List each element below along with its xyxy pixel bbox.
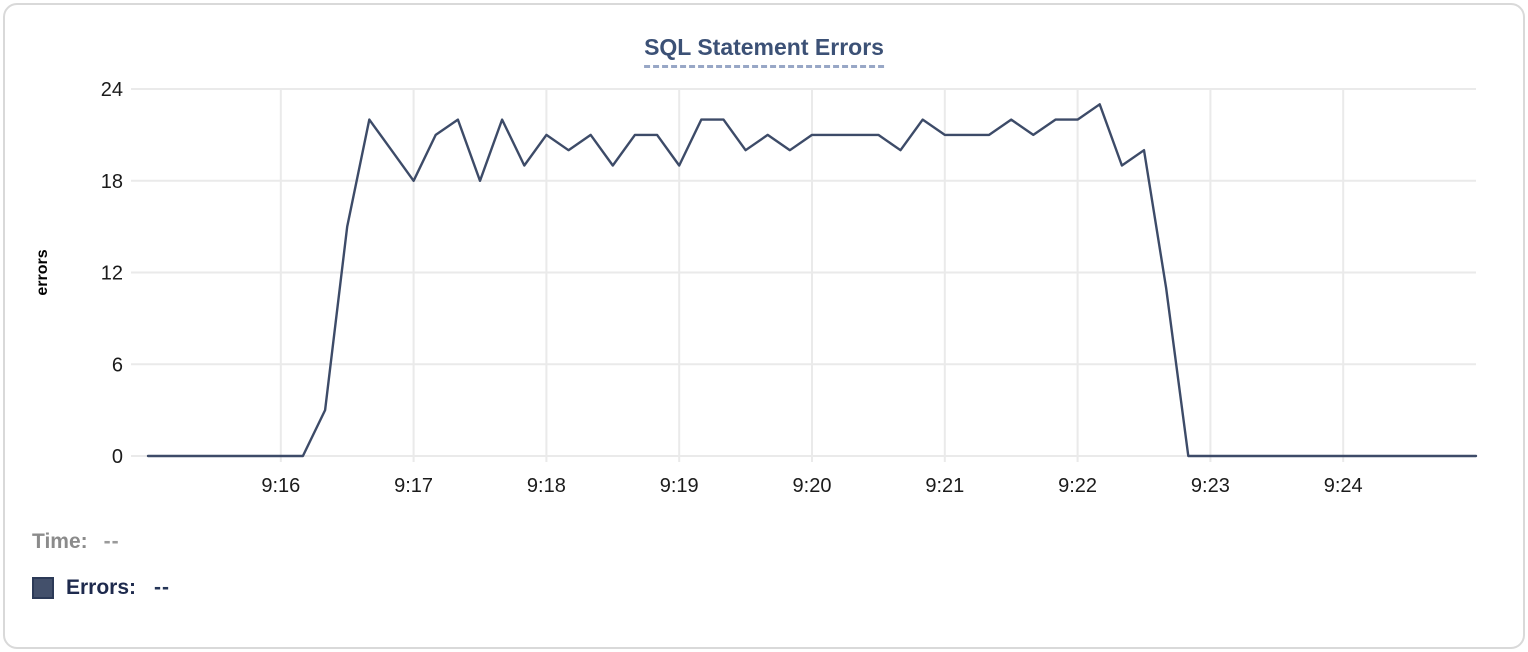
time-value: --: [103, 530, 120, 553]
errors-series-line: [146, 103, 1478, 458]
svg-text:9:16: 9:16: [261, 475, 300, 497]
x-gridlines: [279, 89, 1345, 462]
svg-text:12: 12: [101, 263, 123, 285]
svg-text:9:20: 9:20: [793, 475, 832, 497]
tooltip-readout: Time: -- Errors: --: [32, 527, 170, 603]
svg-text:9:24: 9:24: [1324, 475, 1363, 497]
errors-value: --: [154, 576, 171, 599]
svg-text:9:23: 9:23: [1191, 475, 1230, 497]
chart-title[interactable]: SQL Statement Errors: [644, 34, 884, 68]
errors-legend-swatch-icon: [32, 577, 54, 599]
chart-card: SQL Statement Errors 0 6 12 18 24 9:16 9:17 9:…: [3, 3, 1525, 649]
svg-text:24: 24: [101, 79, 123, 101]
tooltip-time-row: Time: --: [32, 527, 170, 557]
svg-text:errors: errors: [34, 249, 51, 295]
svg-text:9:18: 9:18: [527, 475, 566, 497]
errors-label: Errors:: [66, 576, 137, 599]
sql-errors-line-chart[interactable]: 0 6 12 18 24 9:16 9:17 9:18 9:19 9:20 9:21 9:22 9:2…: [5, 5, 1528, 510]
legend-errors-row[interactable]: Errors: --: [32, 573, 170, 603]
time-label: Time:: [32, 530, 88, 553]
svg-text:9:17: 9:17: [394, 475, 433, 497]
svg-text:9:22: 9:22: [1058, 475, 1097, 497]
y-axis-title: errors: [34, 249, 51, 295]
svg-text:0: 0: [112, 446, 123, 468]
svg-text:9:19: 9:19: [660, 475, 699, 497]
svg-text:18: 18: [101, 171, 123, 193]
x-tick-labels: 9:16 9:17 9:18 9:19 9:20 9:21 9:22 9:23 9:24: [261, 475, 1362, 497]
y-tick-labels: 0 6 12 18 24: [101, 79, 123, 468]
svg-text:6: 6: [112, 354, 123, 376]
y-gridlines: [131, 88, 1476, 457]
svg-text:9:21: 9:21: [925, 475, 964, 497]
